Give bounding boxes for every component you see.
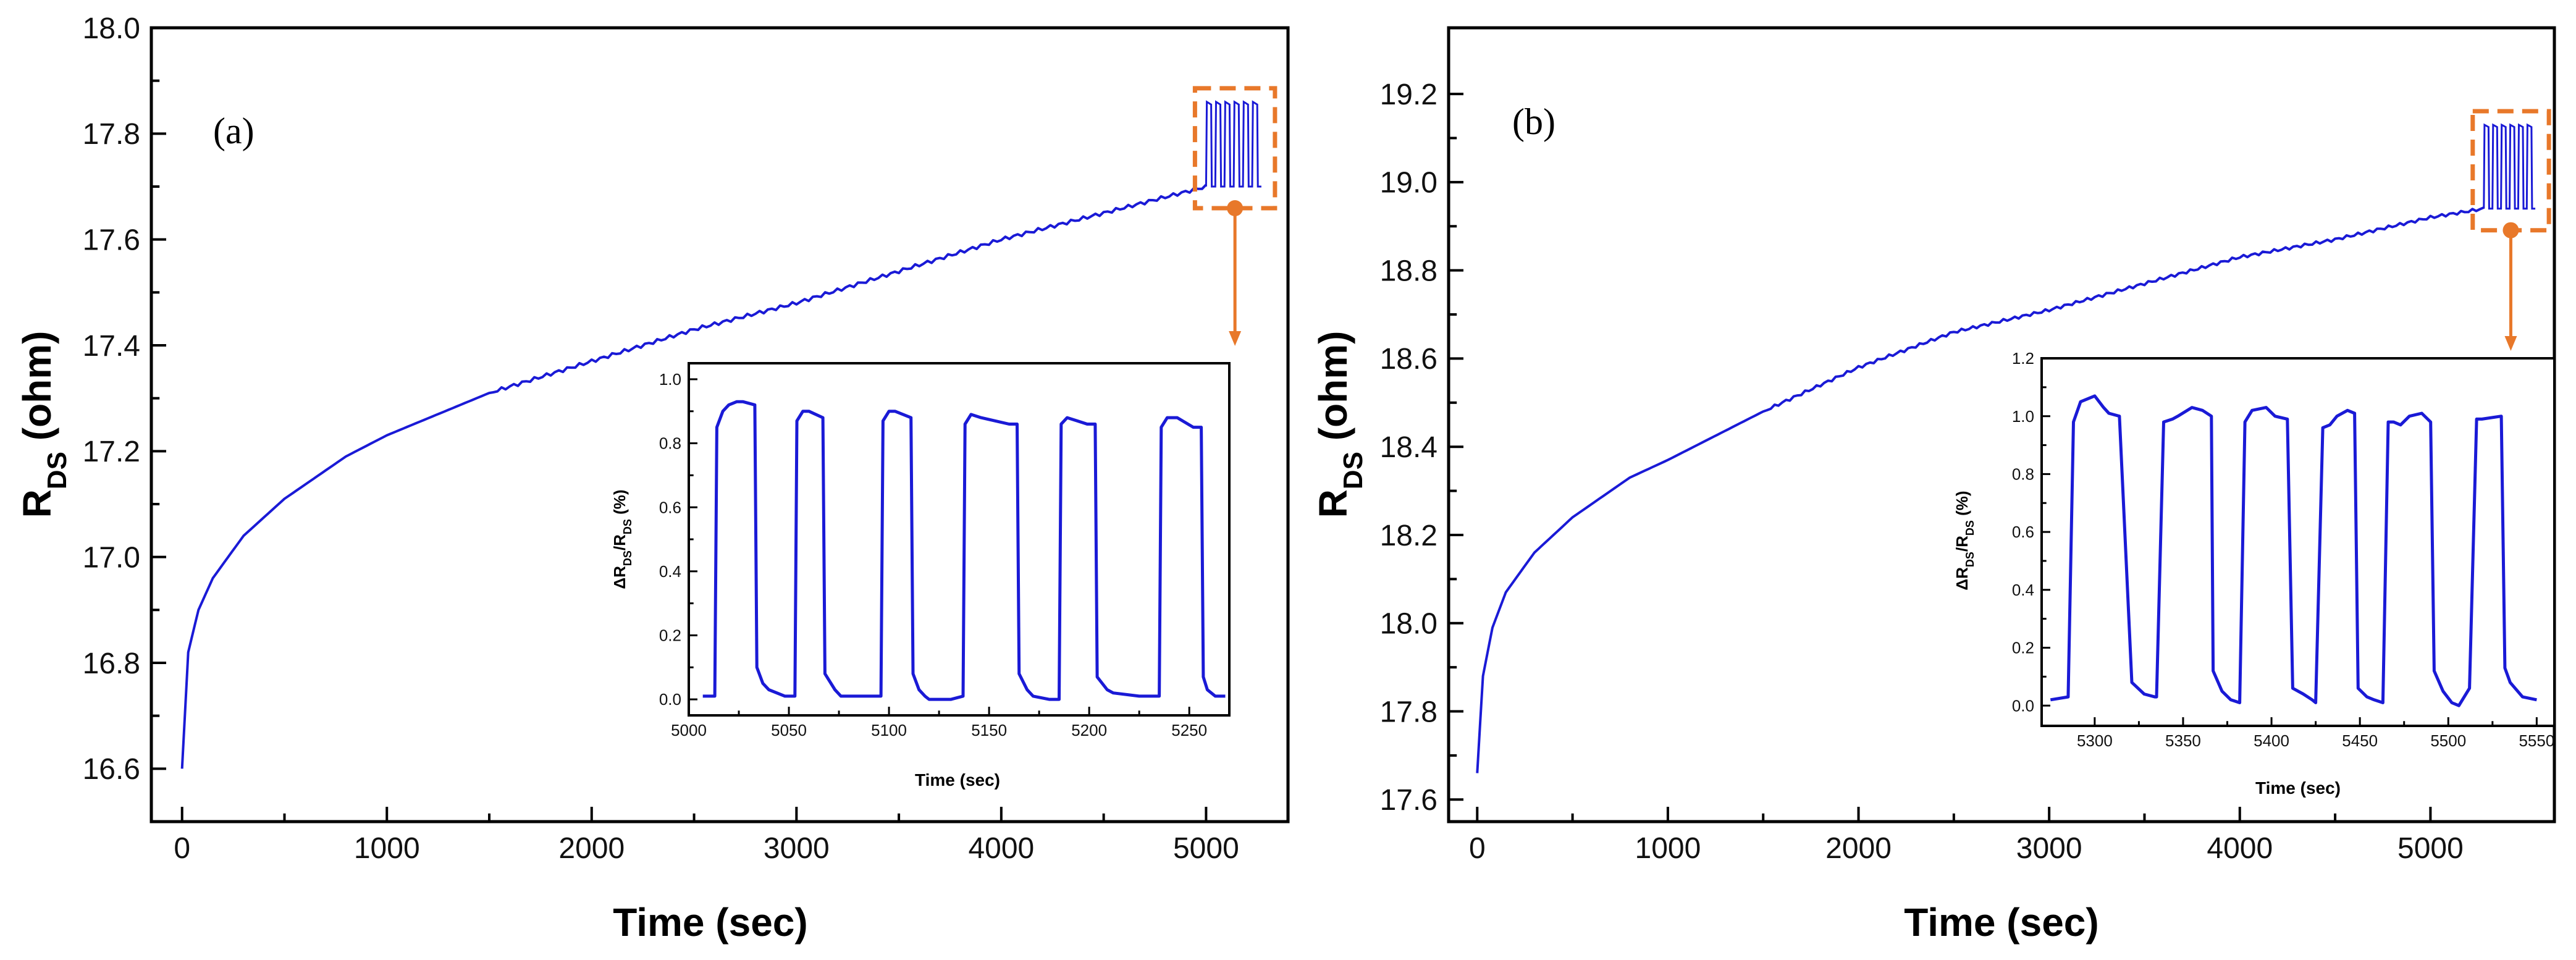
- y-axis-label-b: RDS (ohm): [1311, 331, 1368, 518]
- y-tick-label: 0.0: [659, 690, 681, 709]
- x-tick-label: 5000: [671, 721, 707, 739]
- x-tick-label: 2000: [1825, 832, 1892, 865]
- y-tick-label: 17.2: [83, 436, 140, 468]
- y-tick-label: 17.0: [83, 541, 140, 574]
- x-tick-label: 5250: [1171, 721, 1207, 739]
- panel-b: 17.6 17.8 18.0 18.2 18.4 18.6 18.8 19.0 19.2 0 10…: [1311, 26, 2556, 945]
- y-tick-label: 0.4: [2012, 581, 2034, 599]
- x-ticks-a: 0 1000 2000 3000 4000 5000: [174, 807, 1239, 865]
- y-tick-label: 18.0: [83, 12, 140, 45]
- y-tick-label: 18.8: [1380, 255, 1437, 287]
- x-tick-label: 5450: [2342, 731, 2378, 750]
- inset-chart-b: 0.0 0.2 0.4 0.6 0.8 1.0 1.2 5300 5350 5400 5450 55…: [1953, 349, 2556, 798]
- inset-x-axis-label-b: Time (sec): [2255, 778, 2341, 798]
- x-tick-label: 5300: [2077, 731, 2113, 750]
- y-tick-label: 18.0: [1380, 608, 1437, 641]
- inset-chart-a: 0.00.20.40.60.81.0 5000 5050 5100 5150 5200 5…: [610, 362, 1231, 789]
- x-tick-label: 5050: [771, 721, 807, 739]
- main-chart-a: 16.6 16.8 17.0 17.2 17.4 17.6 17.8 18.0 0 1000 20…: [15, 12, 1290, 945]
- x-tick-label: 3000: [2016, 832, 2082, 865]
- y-tick-label: 1.0: [659, 370, 681, 389]
- panel-label-b: (b): [1512, 101, 1555, 142]
- rds-line-b: [1476, 206, 2485, 773]
- y-ticks-b: 17.6 17.8 18.0 18.2 18.4 18.6 18.8 19.0 19.2: [1380, 78, 1463, 817]
- x-tick-label: 5000: [1173, 832, 1239, 865]
- rds-line-a: [180, 183, 1207, 769]
- y-tick-label: 16.8: [83, 647, 140, 680]
- rds-cycles-b: [2483, 123, 2536, 210]
- panel-a: 16.6 16.8 17.0 17.2 17.4 17.6 17.8 18.0 0 1000 20…: [15, 12, 1290, 945]
- y-tick-label: 0.6: [659, 498, 681, 516]
- y-tick-label: 17.8: [83, 118, 140, 151]
- inset-frame-b: [2040, 357, 2556, 727]
- y-ticks-a: 16.6 16.8 17.0 17.2 17.4 17.6 17.8 18.0: [83, 12, 166, 786]
- inset-x-ticks-b: 5300 5350 5400 5450 5500 5550: [2077, 717, 2554, 750]
- x-tick-label: 1000: [354, 832, 420, 865]
- y-tick-label: 1.2: [2012, 349, 2034, 368]
- y-tick-label: 0.4: [659, 562, 681, 581]
- y-tick-label: 18.2: [1380, 520, 1437, 552]
- y-tick-label: 17.6: [83, 224, 140, 256]
- y-tick-label: 17.6: [1380, 784, 1437, 817]
- x-tick-label: 5000: [2397, 832, 2464, 865]
- x-tick-label: 0: [1469, 832, 1486, 865]
- y-tick-label: 19.2: [1380, 78, 1437, 111]
- x-tick-label: 0: [174, 832, 190, 865]
- x-tick-label: 5150: [971, 721, 1007, 739]
- highlight-box-a: [1192, 86, 1277, 211]
- y-tick-label: 0.8: [2012, 465, 2034, 484]
- x-axis-label-b: Time (sec): [1904, 900, 2098, 945]
- y-tick-label: 19.0: [1380, 167, 1437, 200]
- rds-cycles-a: [1205, 100, 1261, 188]
- x-tick-label: 5500: [2430, 731, 2466, 750]
- x-tick-label: 5100: [871, 721, 907, 739]
- inset-frame-a: [688, 362, 1231, 717]
- x-tick-label: 3000: [764, 832, 830, 865]
- x-tick-label: 4000: [968, 832, 1034, 865]
- y-tick-label: 18.4: [1380, 431, 1437, 464]
- plot-frame-a: [149, 26, 1290, 823]
- arrowhead-a: [1229, 331, 1242, 346]
- x-tick-label: 2000: [558, 832, 625, 865]
- y-tick-label: 0.6: [2012, 523, 2034, 541]
- inset-x-ticks-a: 5000 5050 5100 5150 5200 5250: [671, 707, 1207, 739]
- inset-y-ticks-b: 0.0 0.2 0.4 0.6 0.8 1.0 1.2: [2012, 349, 2050, 715]
- inset-response-line-a: [702, 400, 1226, 701]
- x-axis-label-a: Time (sec): [613, 900, 807, 945]
- x-tick-label: 4000: [2207, 832, 2273, 865]
- inset-response-line-b: [2050, 394, 2537, 707]
- y-axis-label-a: RDS (ohm): [15, 331, 72, 518]
- x-tick-label: 5350: [2165, 731, 2201, 750]
- main-chart-b: 17.6 17.8 18.0 18.2 18.4 18.6 18.8 19.0 19.2 0 10…: [1311, 26, 2556, 945]
- y-tick-label: 0.2: [2012, 639, 2034, 657]
- y-tick-label: 0.2: [659, 626, 681, 645]
- x-ticks-b: 0 1000 2000 3000 4000 5000: [1469, 807, 2464, 865]
- y-tick-label: 17.4: [83, 330, 140, 363]
- panel-label-a: (a): [213, 111, 255, 151]
- inset-y-axis-label-a: ΔRDS/RDS (%): [610, 489, 634, 589]
- y-tick-label: 16.6: [83, 753, 140, 786]
- arrowhead-b: [2504, 336, 2517, 351]
- x-tick-label: 1000: [1635, 832, 1701, 865]
- x-tick-label: 5550: [2519, 731, 2554, 750]
- inset-y-axis-label-b: ΔRDS/RDS (%): [1953, 491, 1976, 590]
- y-tick-label: 1.0: [2012, 407, 2034, 426]
- inset-y-ticks-a: 0.0 0.2 0.4 0.6 0.8 1.0: [659, 370, 697, 709]
- y-tick-label: 17.8: [1380, 696, 1437, 728]
- x-tick-label: 5200: [1071, 721, 1107, 739]
- y-tick-label: 18.6: [1380, 343, 1437, 376]
- y-tick-label: 0.8: [659, 434, 681, 453]
- y-tick-label: 0.0: [2012, 696, 2034, 715]
- inset-x-axis-label-a: Time (sec): [915, 770, 1000, 789]
- x-tick-label: 5400: [2254, 731, 2289, 750]
